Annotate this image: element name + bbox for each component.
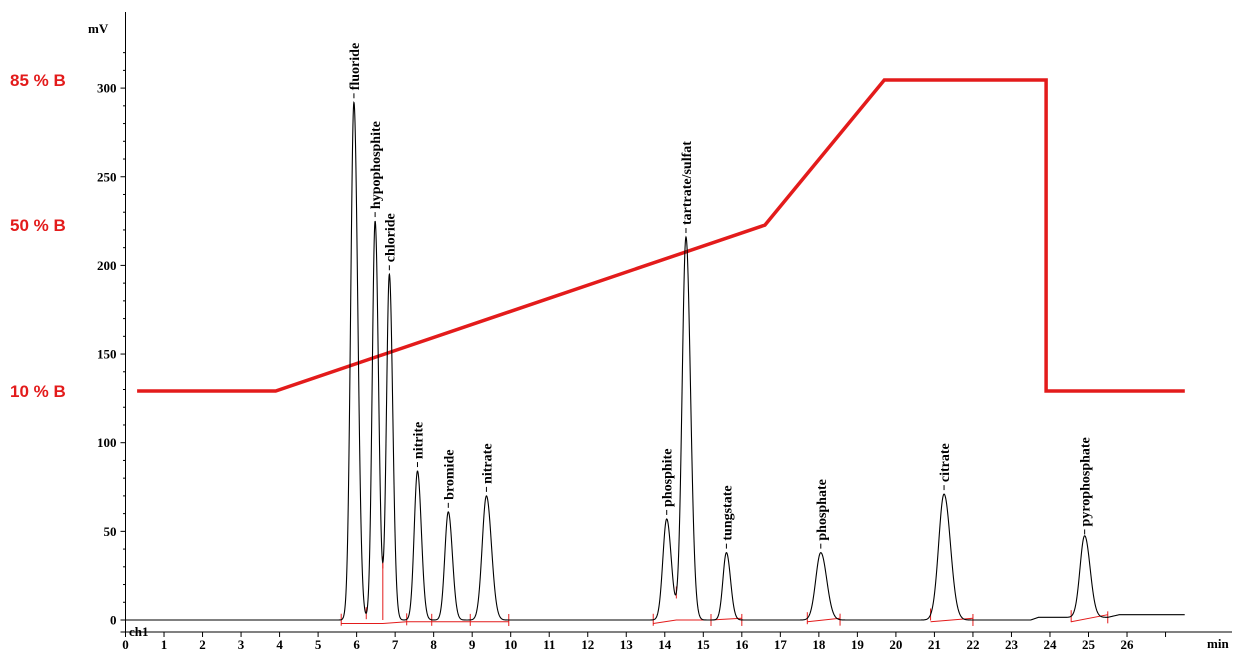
y-tick-label: 200 [97,258,117,273]
peak-label: phosphate [815,479,830,540]
gradient-level-label: 10 % B [10,382,66,401]
x-tick-label: 18 [812,637,826,652]
y-tick-label: 250 [97,169,117,184]
x-tick-label: 20 [889,637,902,652]
x-tick-label: 16 [735,637,749,652]
x-tick-label: 12 [581,637,594,652]
x-tick-label: 6 [353,637,360,652]
y-tick-label: 150 [97,347,117,362]
y-tick-label: 300 [97,81,117,96]
integration-baseline [930,617,973,623]
x-tick-label: 19 [851,637,865,652]
x-tick-label: 3 [238,637,245,652]
gradient-line [137,78,1185,393]
integration-baseline [807,617,841,623]
x-tick-label: 14 [658,637,672,652]
channel-label: ch1 [129,624,149,639]
x-tick-label: 1 [161,637,168,652]
x-tick-label: 24 [1043,637,1057,652]
peak-label: fluoride [348,43,363,90]
x-tick-label: 26 [1121,637,1135,652]
x-tick-label: 17 [774,637,788,652]
gradient-program: 85 % B 50 % B 10 % B [10,71,1185,401]
x-tick-label: 8 [430,637,437,652]
chromatogram-trace [125,101,1185,621]
peak-label: bromide [442,450,457,500]
x-tick-label: 22 [966,637,979,652]
peak-label: nitrite [411,422,426,459]
gradient-level-label: 85 % B [10,71,66,90]
peak-label-layer: fluoride hypophosphite chloride nitrite brom… [348,43,1094,549]
y-tick-label: 50 [104,524,117,539]
gradient-level-label: 50 % B [10,216,66,235]
signal-trace-layer [125,101,1185,621]
peak-label: phosphite [661,449,676,507]
peak-label: citrate [938,443,953,482]
x-axis-label: min [1207,636,1229,651]
x-tick-label: 5 [315,637,322,652]
x-tick-label: 2 [199,637,206,652]
y-tick-label: 100 [97,435,117,450]
y-axis-label: mV [88,21,109,36]
x-tick-label: 23 [1005,637,1019,652]
x-tick-label: 7 [392,637,399,652]
y-tick-label: 0 [110,613,117,628]
integration-baseline [1071,614,1108,623]
integration-baseline [653,617,742,625]
x-tick-label: 21 [928,637,941,652]
peak-label: tartrate/sulfat [680,141,695,225]
peak-label: chloride [383,213,398,262]
peak-label: nitrate [480,443,495,483]
integration-baseline [341,621,509,625]
x-tick-label: 11 [543,637,555,652]
peak-label: pyrophosphate [1079,437,1094,526]
x-tick-label: 0 [122,637,129,652]
x-tick-label: 9 [469,637,476,652]
x-tick-label: 15 [697,637,711,652]
peak-label: tungstate [720,485,735,540]
x-tick-label: 10 [504,637,517,652]
x-tick-label: 4 [276,637,283,652]
x-tick-label: 13 [620,637,634,652]
peak-label: hypophosphite [369,121,384,209]
x-tick-label: 25 [1082,637,1096,652]
